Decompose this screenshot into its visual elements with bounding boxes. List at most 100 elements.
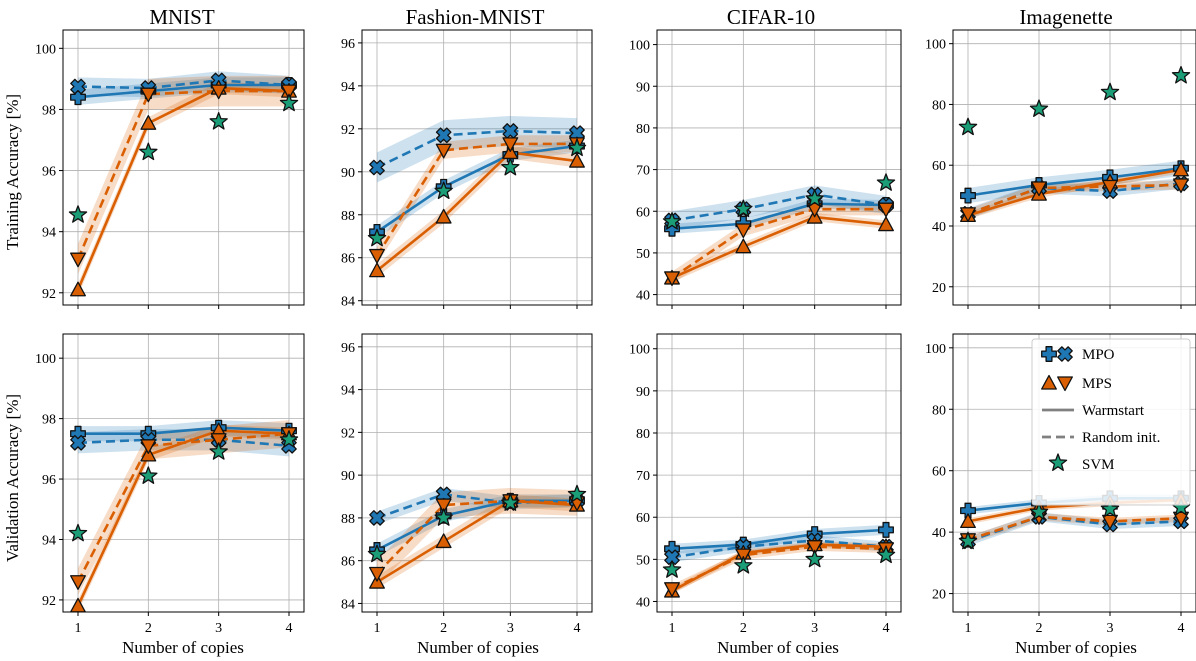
point-mps-warmstart xyxy=(435,533,452,549)
point-mps-random-init xyxy=(1031,181,1047,197)
legend-mpo-markers xyxy=(1041,346,1073,362)
axes-frame xyxy=(361,29,593,306)
line-mpo-random-init xyxy=(376,129,578,169)
point-mps-warmstart xyxy=(140,115,157,130)
legend-mps-label: MPS xyxy=(1082,376,1112,392)
point-mps-random-init xyxy=(1173,178,1189,194)
legend-mpo-plus-marker xyxy=(1041,346,1057,362)
y-tick-label: 50 xyxy=(636,553,650,568)
axes-frame xyxy=(62,29,305,306)
point-mps-warmstart xyxy=(569,152,585,168)
point-mpo-warmstart xyxy=(960,187,976,204)
y-tick-label: 40 xyxy=(636,289,650,304)
y-tick-label: 40 xyxy=(636,595,650,610)
point-mps-random-init xyxy=(502,137,519,153)
line-mpo-warmstart xyxy=(671,528,887,551)
band-mps-warmstart xyxy=(672,212,886,283)
column-titles: MNIST Fashion-MNIST CIFAR-10 Imagenette xyxy=(149,5,1112,29)
line-mpo-random-init xyxy=(967,515,1182,543)
band-mps-random-init xyxy=(78,420,289,596)
panel-mnist-train: 92 94 96 98 100 xyxy=(35,29,305,309)
line-mps-random-init xyxy=(967,183,1182,216)
x-tick-label: 4 xyxy=(574,621,581,636)
line-mpo-random-init xyxy=(967,182,1182,216)
title-imagenette: Imagenette xyxy=(1019,5,1112,29)
series-group xyxy=(662,521,896,598)
legend-mps-down-marker xyxy=(1057,376,1073,392)
y-tick-label: 20 xyxy=(932,588,946,603)
legend-mpo-x-marker xyxy=(1057,346,1073,362)
point-mpo-random-init xyxy=(369,159,385,176)
y-tick-label: 92 xyxy=(341,123,355,138)
point-mps-random-init xyxy=(735,548,752,564)
y-tick-label: 86 xyxy=(341,252,355,267)
legend-mps-up-marker xyxy=(1041,374,1057,390)
xlabel-fashion-mnist: Number of copies xyxy=(417,638,539,657)
point-svm xyxy=(209,112,228,130)
point-svm xyxy=(734,556,753,574)
point-svm xyxy=(367,544,387,563)
grid xyxy=(953,30,1196,305)
x-tick-label: 4 xyxy=(883,621,890,636)
point-svm xyxy=(68,523,88,542)
x-tick-label: 4 xyxy=(1178,621,1185,636)
y-tick-label: 96 xyxy=(341,341,355,356)
point-mps-warmstart xyxy=(735,238,752,254)
y-tick-label: 84 xyxy=(341,597,355,612)
legend-svm-label: SVM xyxy=(1082,457,1115,473)
point-mps-random-init xyxy=(281,84,297,100)
grid xyxy=(63,334,304,612)
axes-frame xyxy=(656,333,902,613)
y-tick-label: 90 xyxy=(636,80,650,95)
point-svm xyxy=(279,93,299,112)
point-mpo-random-init xyxy=(369,510,385,526)
line-mps-warmstart xyxy=(376,151,578,272)
axes-frame xyxy=(952,29,1196,306)
y-tick-label: 100 xyxy=(629,343,650,358)
point-mps-random-init xyxy=(664,271,680,287)
point-svm xyxy=(434,181,453,200)
x-tick-label: 3 xyxy=(507,621,514,636)
x-tick-label: 1 xyxy=(669,621,676,636)
grid xyxy=(657,30,901,305)
y-tick-label: 100 xyxy=(925,342,946,357)
grid xyxy=(362,334,592,612)
y-tick-label: 96 xyxy=(42,165,56,180)
point-mps-random-init xyxy=(435,498,452,514)
axes-frame xyxy=(952,333,1196,613)
line-mpo-random-init xyxy=(671,539,887,559)
line-mpo-warmstart xyxy=(967,166,1182,197)
line-mpo-random-init xyxy=(671,193,887,222)
title-mnist: MNIST xyxy=(149,5,215,29)
panel-cifar-10-train: 40 50 60 70 80 90 100 xyxy=(629,29,902,309)
point-svm xyxy=(1029,99,1049,117)
y-tick-label: 70 xyxy=(636,469,650,484)
y-tick-label: 96 xyxy=(42,473,56,488)
band-mps-random-init xyxy=(377,487,577,587)
point-svm xyxy=(662,560,682,578)
point-mps-random-init xyxy=(1102,179,1118,195)
ylabel-training: Training Accuracy [%] xyxy=(3,94,22,250)
point-mpo-random-init xyxy=(70,434,86,451)
xlabel-imagenette: Number of copies xyxy=(1015,638,1137,657)
point-svm xyxy=(958,117,978,136)
point-svm xyxy=(434,508,453,526)
point-svm xyxy=(567,138,587,157)
y-tick-label: 92 xyxy=(42,287,56,302)
point-svm xyxy=(139,466,158,484)
y-tick-label: 100 xyxy=(35,42,56,57)
y-tick-label: 88 xyxy=(341,512,355,527)
x-tick-label: 2 xyxy=(145,621,152,636)
point-mps-random-init xyxy=(1173,511,1189,527)
x-tick-label: 4 xyxy=(286,621,293,636)
series-group xyxy=(68,71,299,297)
band-mps-random-init xyxy=(672,202,886,285)
x-tick-label: 3 xyxy=(1107,621,1114,636)
point-mpo-random-init xyxy=(435,127,452,144)
y-tick-label: 92 xyxy=(341,426,355,441)
point-svm xyxy=(876,173,896,191)
point-mps-random-init xyxy=(369,248,385,264)
legend-box xyxy=(1031,338,1191,506)
point-mps-random-init xyxy=(210,84,227,100)
y-tick-label: 92 xyxy=(42,594,56,609)
